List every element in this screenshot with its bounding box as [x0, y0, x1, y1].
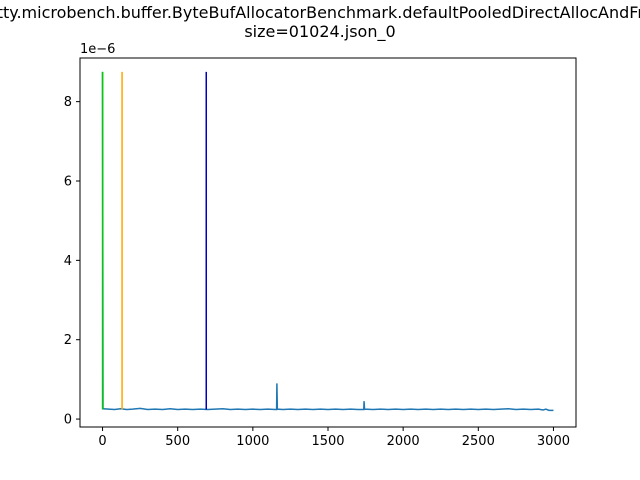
y-tick-label: 0 — [64, 413, 72, 428]
x-tick-label: 2500 — [462, 434, 495, 449]
y-axis: 0 2 4 6 8 — [64, 95, 80, 428]
x-tick-label: 3000 — [537, 434, 570, 449]
x-tick-label: 500 — [165, 434, 190, 449]
y-tick-label: 2 — [64, 333, 72, 348]
y-tick-label: 8 — [64, 95, 72, 110]
chart-title-line1: netty.microbench.buffer.ByteBufAllocator… — [0, 3, 640, 22]
chart-title-line2: size=01024.json_0 — [244, 22, 395, 42]
plot-area — [101, 71, 554, 412]
y-tick-label: 6 — [64, 175, 72, 190]
x-tick-label: 1000 — [236, 434, 269, 449]
series-line-0 — [101, 71, 554, 412]
x-tick-label: 1500 — [311, 434, 344, 449]
y-tick-label: 4 — [64, 254, 72, 269]
y-offset-label: 1e−6 — [80, 42, 115, 57]
x-tick-label: 2000 — [387, 434, 420, 449]
x-tick-label: 0 — [98, 434, 106, 449]
x-axis: 0 500 1000 1500 2000 2500 3000 — [98, 427, 570, 449]
